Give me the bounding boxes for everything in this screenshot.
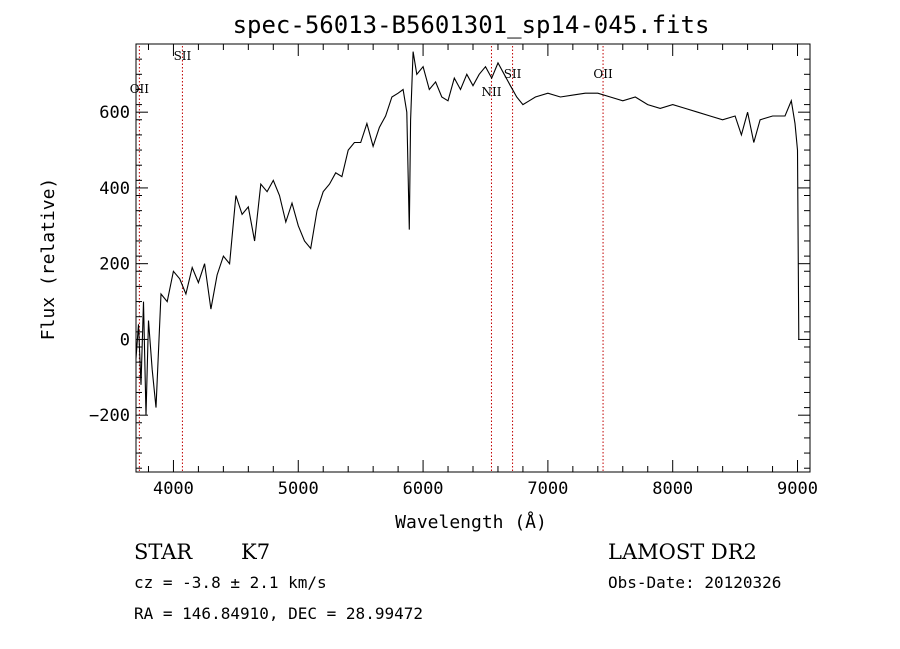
y-tick-label: 0 bbox=[120, 330, 130, 350]
spectral-line-label: SII bbox=[504, 67, 522, 81]
y-tick-label: 400 bbox=[99, 179, 130, 199]
y-tick-label: 600 bbox=[99, 103, 130, 123]
redshift-cz: cz = -3.8 ± 2.1 km/s bbox=[134, 573, 327, 592]
object-class: STAR bbox=[134, 540, 193, 564]
y-tick-label: −200 bbox=[89, 406, 130, 426]
object-subclass: K7 bbox=[241, 540, 270, 564]
plot-frame bbox=[135, 43, 811, 473]
y-axis-label: Flux (relative) bbox=[38, 178, 59, 341]
x-tick-label: 4000 bbox=[153, 479, 194, 499]
spectral-line-label: NII bbox=[481, 85, 501, 99]
x-tick-label: 6000 bbox=[403, 479, 444, 499]
y-tick-label: 200 bbox=[99, 255, 130, 275]
sky-coordinates: RA = 146.84910, DEC = 28.99472 bbox=[134, 604, 423, 623]
spectral-line-label: SII bbox=[174, 49, 192, 63]
observation-date: Obs-Date: 20120326 bbox=[608, 573, 781, 592]
x-tick-label: 9000 bbox=[777, 479, 818, 499]
spectral-line-label: OII bbox=[593, 67, 613, 81]
x-axis-label: Wavelength (Å) bbox=[395, 511, 547, 533]
x-tick-label: 7000 bbox=[527, 479, 568, 499]
x-tick-label: 8000 bbox=[652, 479, 693, 499]
survey-name: LAMOST DR2 bbox=[608, 540, 757, 564]
spectrum-line bbox=[135, 51, 800, 416]
x-tick-label: 5000 bbox=[278, 479, 319, 499]
chart-title: spec-56013-B5601301_sp14-045.fits bbox=[233, 11, 710, 39]
